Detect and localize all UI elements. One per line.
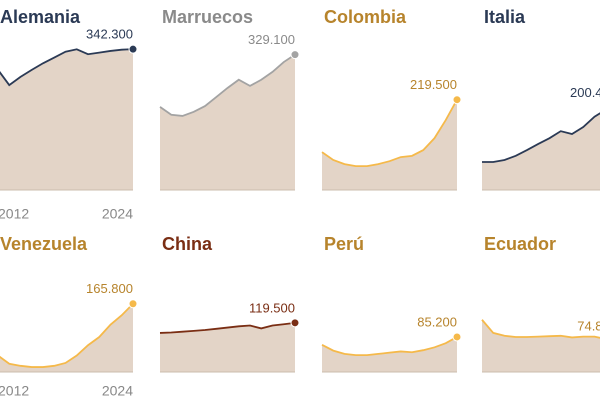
x-tick-label: 2012	[0, 383, 29, 399]
end-dot	[452, 95, 462, 105]
area	[482, 319, 600, 372]
panel-title: Alemania	[0, 7, 81, 27]
area	[160, 322, 295, 372]
panel-title: Italia	[484, 7, 526, 27]
area	[482, 113, 600, 190]
value-label: 85.200	[417, 314, 457, 329]
end-dot	[290, 318, 300, 328]
x-tick-label: 2024	[102, 206, 133, 222]
panel-title: Colombia	[324, 7, 407, 27]
value-label: 119.500	[249, 300, 295, 315]
line	[321, 99, 458, 168]
line	[321, 336, 458, 357]
value-label: 342.300	[86, 27, 133, 42]
line	[482, 112, 600, 163]
line	[159, 321, 296, 334]
area	[322, 99, 457, 190]
area	[0, 49, 133, 190]
x-tick-label: 2024	[102, 383, 133, 399]
area	[160, 54, 295, 190]
value-label: 329.100	[248, 32, 295, 47]
value-label: 74.800	[577, 319, 600, 334]
panel-title: Venezuela	[0, 234, 88, 254]
value-label: 219.500	[410, 77, 457, 92]
panel-title: Perú	[324, 234, 364, 254]
x-tick-label: 2012	[0, 206, 29, 222]
end-dot	[128, 299, 138, 309]
line	[481, 319, 600, 339]
panel-title: Ecuador	[484, 234, 556, 254]
area	[0, 303, 133, 372]
value-label: 165.800	[86, 281, 133, 296]
end-dot	[290, 50, 300, 60]
value-label: 200.400	[570, 85, 600, 100]
panel-title: Marruecos	[162, 7, 253, 27]
line	[0, 48, 134, 87]
panel-title: China	[162, 234, 213, 254]
line	[159, 53, 296, 117]
end-dot	[128, 44, 138, 54]
area	[322, 336, 457, 372]
line	[0, 303, 134, 368]
end-dot	[452, 332, 462, 342]
